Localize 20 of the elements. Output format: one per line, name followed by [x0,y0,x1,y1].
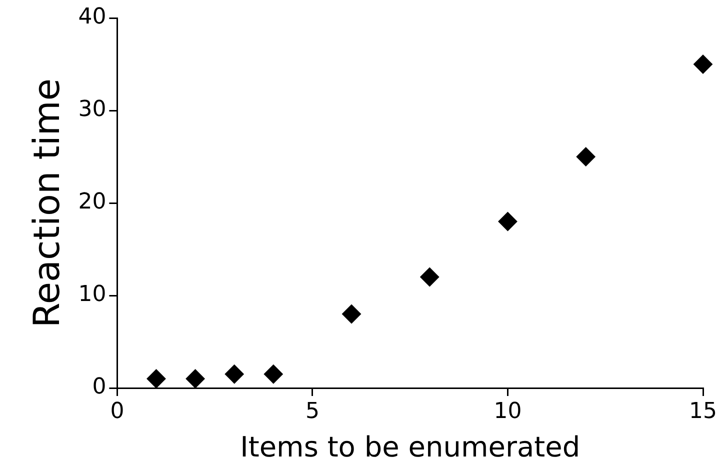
x-tick-label: 15 [689,398,717,424]
y-tick-label: 40 [78,4,106,30]
y-axis-title: Reaction time [26,78,68,328]
point [186,369,205,388]
point [264,364,283,384]
point [342,304,362,324]
y-tick-label: 10 [78,282,106,308]
point [146,369,166,388]
y-tick-label: 20 [78,190,106,215]
point [498,212,518,231]
x-tick-label: 0 [110,398,124,424]
point [694,54,712,74]
y-tick-label: 0 [92,374,106,400]
y-tick-label: 30 [78,97,106,122]
x-axis-title: Items to be enumerated [240,430,580,464]
point [576,147,596,166]
x-tick-label: 5 [305,398,320,424]
point [224,364,244,384]
x-tick-label: 10 [494,398,522,424]
point [420,268,440,286]
